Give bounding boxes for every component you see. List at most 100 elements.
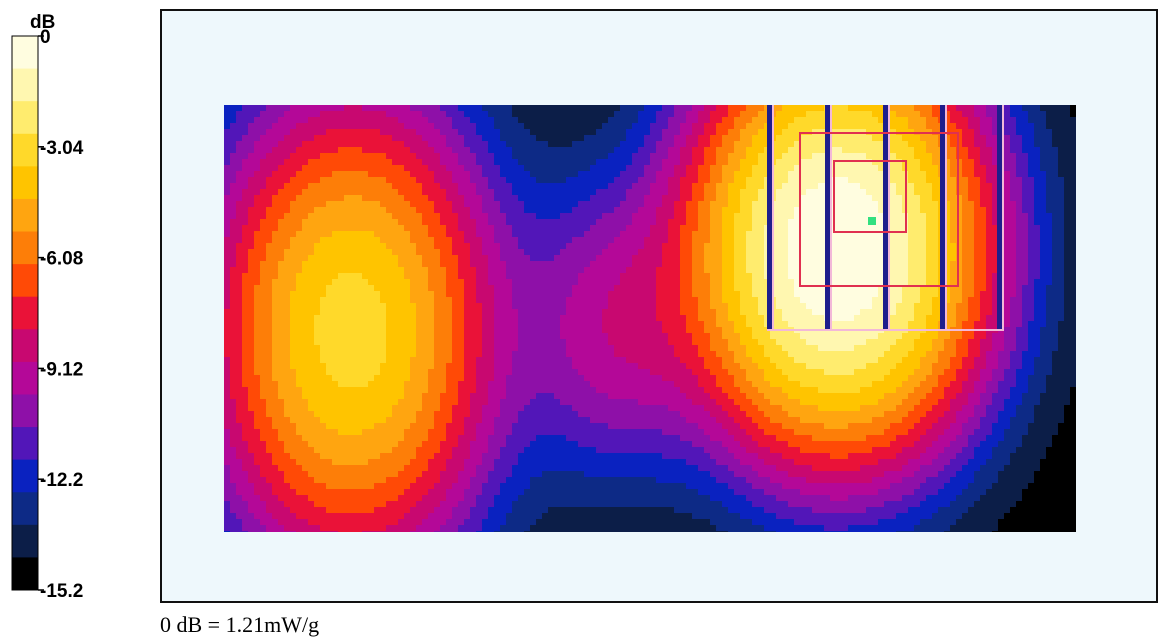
contour-cell bbox=[398, 219, 405, 226]
contour-cell bbox=[788, 183, 795, 190]
contour-cell bbox=[896, 213, 903, 220]
contour-cell bbox=[968, 165, 975, 172]
contour-cell bbox=[626, 231, 633, 238]
contour-cell bbox=[740, 135, 747, 142]
contour-cell bbox=[494, 207, 501, 214]
contour-cell bbox=[956, 201, 963, 208]
contour-cell bbox=[962, 123, 969, 130]
contour-cell bbox=[380, 285, 387, 292]
contour-cell bbox=[872, 147, 879, 154]
contour-cell bbox=[914, 207, 921, 214]
contour-cell bbox=[1016, 291, 1023, 298]
contour-cell bbox=[1022, 201, 1029, 208]
contour-cell bbox=[614, 129, 621, 136]
contour-cell bbox=[944, 309, 951, 316]
contour-cell bbox=[530, 225, 537, 232]
contour-cell bbox=[746, 303, 753, 310]
contour-cell bbox=[578, 297, 585, 304]
contour-cell bbox=[620, 183, 627, 190]
contour-cell bbox=[608, 177, 615, 184]
contour-cell bbox=[908, 189, 915, 196]
contour-cell bbox=[1058, 129, 1065, 136]
contour-cell bbox=[530, 141, 537, 148]
contour-cell bbox=[848, 297, 855, 304]
contour-cell bbox=[380, 159, 387, 166]
contour-cell bbox=[266, 165, 273, 172]
contour-cell bbox=[692, 285, 699, 292]
contour-cell bbox=[722, 183, 729, 190]
contour-cell bbox=[788, 195, 795, 202]
contour-cell bbox=[248, 261, 255, 268]
contour-cell bbox=[320, 189, 327, 196]
contour-cell bbox=[524, 303, 531, 310]
contour-cell bbox=[836, 201, 843, 208]
contour-cell bbox=[656, 177, 663, 184]
contour-cell bbox=[878, 237, 885, 244]
contour-cell bbox=[920, 243, 927, 250]
contour-cell bbox=[422, 147, 429, 154]
contour-cell bbox=[902, 135, 909, 142]
contour-cell bbox=[716, 243, 723, 250]
contour-cell bbox=[500, 219, 507, 226]
contour-cell bbox=[578, 201, 585, 208]
contour-cell bbox=[428, 201, 435, 208]
contour-cell bbox=[302, 117, 309, 124]
contour-cell bbox=[968, 177, 975, 184]
contour-cell bbox=[404, 303, 411, 310]
contour-cell bbox=[548, 129, 555, 136]
contour-cell bbox=[1016, 303, 1023, 310]
contour-cell bbox=[596, 237, 603, 244]
contour-cell bbox=[842, 225, 849, 232]
contour-cell bbox=[746, 261, 753, 268]
contour-cell bbox=[746, 195, 753, 202]
contour-cell bbox=[446, 207, 453, 214]
contour-cell bbox=[446, 147, 453, 154]
contour-cell bbox=[806, 285, 813, 292]
contour-cell bbox=[668, 117, 675, 124]
contour-cell bbox=[434, 219, 441, 226]
contour-cell bbox=[386, 225, 393, 232]
contour-cell bbox=[854, 117, 861, 124]
contour-cell bbox=[830, 261, 837, 268]
contour-cell bbox=[638, 267, 645, 274]
contour-cell bbox=[800, 117, 807, 124]
contour-cell bbox=[356, 249, 363, 256]
contour-cell bbox=[842, 141, 849, 148]
contour-cell bbox=[968, 273, 975, 280]
contour-cell bbox=[314, 303, 321, 310]
contour-cell bbox=[872, 141, 879, 148]
contour-cell bbox=[1052, 129, 1059, 136]
contour-cell bbox=[416, 225, 423, 232]
contour-cell bbox=[284, 189, 291, 196]
contour-cell bbox=[758, 201, 765, 208]
contour-cell bbox=[506, 171, 513, 178]
contour-cell bbox=[422, 141, 429, 148]
contour-cell bbox=[656, 141, 663, 148]
contour-cell bbox=[458, 219, 465, 226]
contour-cell bbox=[296, 123, 303, 130]
contour-cell bbox=[1040, 291, 1047, 298]
contour-cell bbox=[236, 123, 243, 130]
contour-cell bbox=[260, 111, 267, 118]
contour-cell bbox=[704, 225, 711, 232]
contour-cell bbox=[920, 189, 927, 196]
contour-cell bbox=[464, 129, 471, 136]
contour-cell bbox=[1016, 243, 1023, 250]
contour-cell bbox=[350, 261, 357, 268]
contour-cell bbox=[308, 303, 315, 310]
contour-cell bbox=[314, 195, 321, 202]
contour-cell bbox=[284, 123, 291, 130]
contour-cell bbox=[1022, 237, 1029, 244]
contour-cell bbox=[1046, 105, 1053, 112]
contour-cell bbox=[224, 177, 231, 184]
contour-cell bbox=[446, 213, 453, 220]
contour-cell bbox=[452, 279, 459, 286]
contour-cell bbox=[842, 171, 849, 178]
contour-cell bbox=[248, 111, 255, 118]
contour-cell bbox=[578, 279, 585, 286]
contour-cell bbox=[800, 261, 807, 268]
contour-cell bbox=[278, 195, 285, 202]
contour-cell bbox=[890, 147, 897, 154]
contour-cell bbox=[794, 291, 801, 298]
contour-cell bbox=[326, 159, 333, 166]
